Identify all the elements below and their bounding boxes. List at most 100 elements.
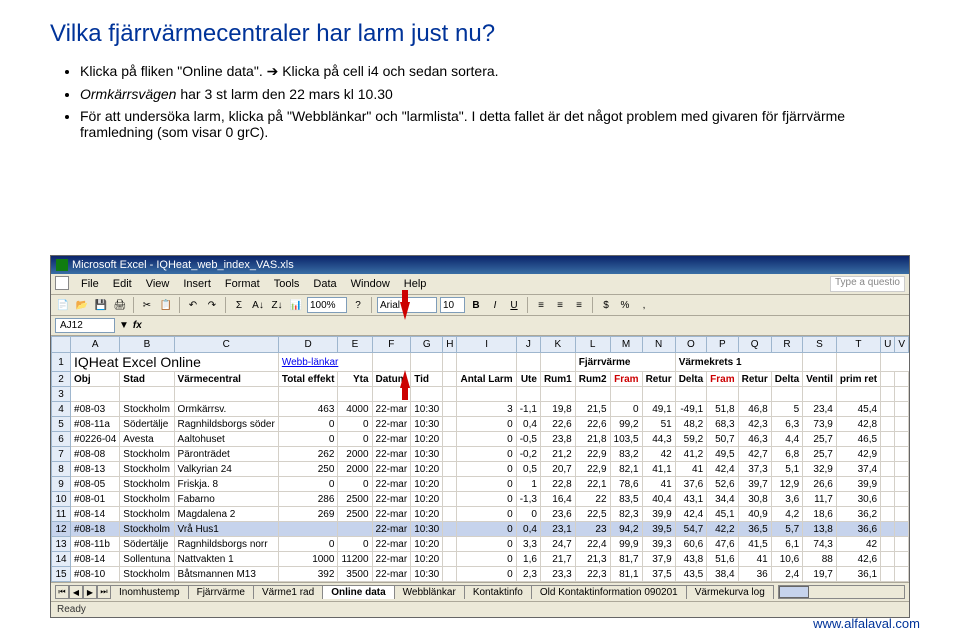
cell[interactable]: 10:20 bbox=[411, 477, 443, 492]
cell[interactable]: 1000 bbox=[278, 552, 338, 567]
row-header[interactable]: 11 bbox=[52, 507, 71, 522]
cell[interactable]: 2500 bbox=[338, 507, 372, 522]
cell[interactable]: 42,2 bbox=[707, 522, 738, 537]
cell[interactable]: 0 bbox=[338, 417, 372, 432]
tab-last-icon[interactable]: ⏭ bbox=[97, 585, 111, 599]
cell[interactable] bbox=[443, 522, 457, 537]
name-box[interactable]: AJ12 bbox=[55, 318, 115, 333]
cell[interactable]: 23,3 bbox=[540, 567, 575, 582]
cell[interactable]: 46,3 bbox=[738, 432, 771, 447]
cell[interactable]: 26,6 bbox=[803, 477, 837, 492]
cell[interactable]: 81,1 bbox=[610, 567, 642, 582]
cell[interactable]: 10:30 bbox=[411, 522, 443, 537]
cell[interactable]: 0 bbox=[278, 537, 338, 552]
cell[interactable]: 81,7 bbox=[610, 552, 642, 567]
cell[interactable]: 0 bbox=[457, 432, 516, 447]
cell[interactable]: 39,3 bbox=[642, 537, 675, 552]
cell[interactable]: 10:20 bbox=[411, 507, 443, 522]
cell[interactable]: #0226-04 bbox=[71, 432, 120, 447]
cell[interactable]: Stockholm bbox=[120, 567, 174, 582]
cell[interactable]: 6,3 bbox=[771, 417, 802, 432]
cell[interactable]: 11200 bbox=[338, 552, 372, 567]
cell[interactable]: 51,8 bbox=[707, 402, 738, 417]
cell[interactable]: 4,4 bbox=[771, 432, 802, 447]
cell[interactable]: 0 bbox=[457, 507, 516, 522]
sheet-tab[interactable]: Fjärrvärme bbox=[188, 585, 254, 599]
row-header[interactable]: 4 bbox=[52, 402, 71, 417]
cell[interactable]: 10,6 bbox=[771, 552, 802, 567]
sort-asc-icon[interactable]: A↓ bbox=[250, 297, 266, 313]
cell[interactable]: 22-mar bbox=[372, 402, 411, 417]
cell[interactable]: 22,3 bbox=[575, 567, 610, 582]
sort-desc-icon[interactable]: Z↓ bbox=[269, 297, 285, 313]
row-header[interactable]: 1 bbox=[52, 353, 71, 372]
cell[interactable]: 10:30 bbox=[411, 567, 443, 582]
col-header[interactable]: T bbox=[836, 337, 880, 353]
cell[interactable]: Avesta bbox=[120, 432, 174, 447]
cell[interactable]: 37,5 bbox=[642, 567, 675, 582]
cell[interactable]: 36 bbox=[738, 567, 771, 582]
cell[interactable] bbox=[338, 522, 372, 537]
cell[interactable]: 42,8 bbox=[836, 417, 880, 432]
type-question-box[interactable]: Type a questio bbox=[830, 276, 905, 292]
comma-icon[interactable]: , bbox=[636, 297, 652, 313]
sum-icon[interactable]: Σ bbox=[231, 297, 247, 313]
cell[interactable]: Stockholm bbox=[120, 492, 174, 507]
hscroll-track[interactable] bbox=[778, 585, 905, 599]
cell[interactable]: 21,8 bbox=[575, 432, 610, 447]
cell[interactable]: #08-14 bbox=[71, 552, 120, 567]
webb-link[interactable]: Webb-länkar bbox=[278, 353, 372, 372]
menu-view[interactable]: View bbox=[140, 276, 176, 292]
menu-window[interactable]: Window bbox=[345, 276, 396, 292]
cell[interactable]: 22-mar bbox=[372, 507, 411, 522]
italic-icon[interactable]: I bbox=[487, 297, 503, 313]
cell[interactable]: 0 bbox=[457, 477, 516, 492]
cell[interactable]: Stockholm bbox=[120, 402, 174, 417]
sheet-tab[interactable]: Online data bbox=[322, 585, 394, 599]
cell[interactable]: 25,7 bbox=[803, 447, 837, 462]
col-header[interactable]: N bbox=[642, 337, 675, 353]
cell[interactable]: 1 bbox=[516, 477, 540, 492]
cell[interactable] bbox=[443, 447, 457, 462]
cell[interactable] bbox=[443, 477, 457, 492]
cell[interactable]: 59,2 bbox=[675, 432, 706, 447]
cell[interactable]: Friskja. 8 bbox=[174, 477, 278, 492]
cell[interactable]: 49,1 bbox=[642, 402, 675, 417]
print-icon[interactable]: 🖨 bbox=[112, 297, 128, 313]
cell[interactable]: 41 bbox=[675, 462, 706, 477]
cell[interactable]: 22,1 bbox=[575, 477, 610, 492]
cell[interactable]: 39,5 bbox=[642, 522, 675, 537]
cell[interactable]: 10:30 bbox=[411, 447, 443, 462]
sheet-tab[interactable]: Kontaktinfo bbox=[464, 585, 532, 599]
cell[interactable]: 2000 bbox=[338, 447, 372, 462]
cell[interactable]: 19,7 bbox=[803, 567, 837, 582]
cell[interactable] bbox=[443, 417, 457, 432]
cell[interactable]: 5,1 bbox=[771, 462, 802, 477]
cell[interactable]: 41,1 bbox=[642, 462, 675, 477]
fx-icon[interactable]: fx bbox=[133, 320, 142, 331]
cell[interactable]: 30,8 bbox=[738, 492, 771, 507]
row-header[interactable]: 9 bbox=[52, 477, 71, 492]
cell[interactable]: 22,5 bbox=[575, 507, 610, 522]
cell[interactable]: 23 bbox=[575, 522, 610, 537]
cell[interactable]: 40,9 bbox=[738, 507, 771, 522]
cell[interactable]: 82,3 bbox=[610, 507, 642, 522]
menu-tools[interactable]: Tools bbox=[268, 276, 306, 292]
tab-first-icon[interactable]: ⏮ bbox=[55, 585, 69, 599]
cell[interactable]: 0 bbox=[338, 477, 372, 492]
cell[interactable]: 54,7 bbox=[675, 522, 706, 537]
cell[interactable]: 1,6 bbox=[516, 552, 540, 567]
cell[interactable]: 0 bbox=[278, 432, 338, 447]
cell[interactable]: 34,4 bbox=[707, 492, 738, 507]
cell[interactable]: #08-01 bbox=[71, 492, 120, 507]
col-header[interactable]: Q bbox=[738, 337, 771, 353]
open-icon[interactable]: 📂 bbox=[74, 297, 90, 313]
cell[interactable]: 13,8 bbox=[803, 522, 837, 537]
cell[interactable] bbox=[278, 522, 338, 537]
cell[interactable]: 20,7 bbox=[540, 462, 575, 477]
hscroll-thumb[interactable] bbox=[779, 586, 809, 598]
sheet-tab[interactable]: Old Kontaktinformation 090201 bbox=[531, 585, 687, 599]
cell[interactable]: 22,6 bbox=[540, 417, 575, 432]
row-header[interactable]: 10 bbox=[52, 492, 71, 507]
cell[interactable]: 42,4 bbox=[707, 462, 738, 477]
